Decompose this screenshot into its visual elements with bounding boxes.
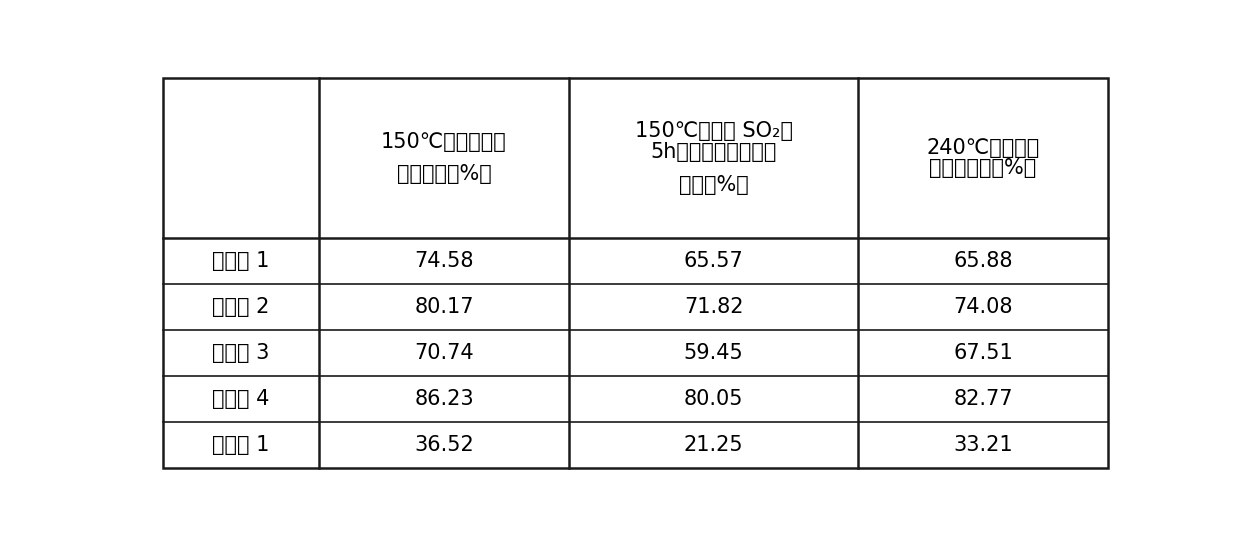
Text: 33.21: 33.21 <box>954 435 1013 455</box>
Text: 150℃对氮氧化物: 150℃对氮氧化物 <box>381 131 507 152</box>
Text: 240℃对氮氧化: 240℃对氮氧化 <box>926 138 1039 158</box>
Text: 实施例 4: 实施例 4 <box>212 389 269 409</box>
Text: 5h）对氮氧化物的转: 5h）对氮氧化物的转 <box>650 142 776 162</box>
Text: 71.82: 71.82 <box>683 297 743 317</box>
Text: 150℃（通入 SO₂，: 150℃（通入 SO₂， <box>635 121 792 141</box>
Text: 实施例 1: 实施例 1 <box>212 251 269 271</box>
Text: 的转化率（%）: 的转化率（%） <box>397 164 491 184</box>
Text: 86.23: 86.23 <box>414 389 474 409</box>
Text: 36.52: 36.52 <box>414 435 474 455</box>
Text: 80.17: 80.17 <box>414 297 474 317</box>
Text: 70.74: 70.74 <box>414 343 474 363</box>
Text: 对比例 1: 对比例 1 <box>212 435 269 455</box>
Text: 67.51: 67.51 <box>954 343 1013 363</box>
Text: 21.25: 21.25 <box>683 435 743 455</box>
Text: 物的转化率（%）: 物的转化率（%） <box>930 158 1037 178</box>
Text: 74.08: 74.08 <box>954 297 1013 317</box>
Text: 化率（%）: 化率（%） <box>678 174 749 194</box>
Text: 65.88: 65.88 <box>954 251 1013 271</box>
Text: 实施例 2: 实施例 2 <box>212 297 269 317</box>
Text: 65.57: 65.57 <box>683 251 744 271</box>
Text: 实施例 3: 实施例 3 <box>212 343 269 363</box>
Text: 80.05: 80.05 <box>683 389 743 409</box>
Text: 74.58: 74.58 <box>414 251 474 271</box>
Text: 59.45: 59.45 <box>683 343 744 363</box>
Text: 82.77: 82.77 <box>954 389 1013 409</box>
